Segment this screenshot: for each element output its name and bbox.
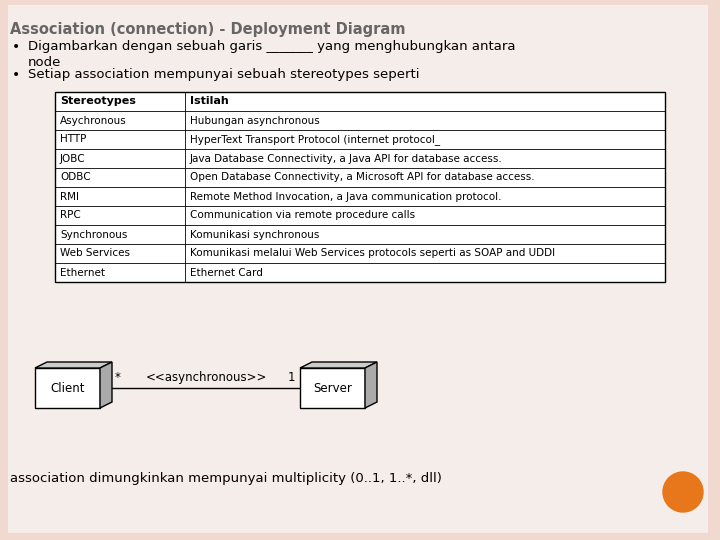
Polygon shape (100, 362, 112, 408)
Polygon shape (365, 362, 377, 408)
Text: Server: Server (313, 381, 352, 395)
Text: Client: Client (50, 381, 85, 395)
Bar (35, 368, 100, 408)
Text: JOBC: JOBC (60, 153, 86, 164)
Text: Java Database Connectivity, a Java API for database access.: Java Database Connectivity, a Java API f… (190, 153, 503, 164)
Text: 1: 1 (287, 371, 295, 384)
Text: Komunikasi synchronous: Komunikasi synchronous (190, 230, 320, 240)
Text: •: • (12, 68, 20, 82)
Text: Remote Method Invocation, a Java communication protocol.: Remote Method Invocation, a Java communi… (190, 192, 502, 201)
Text: Communication via remote procedure calls: Communication via remote procedure calls (190, 211, 415, 220)
Text: ODBC: ODBC (60, 172, 91, 183)
Text: HyperText Transport Protocol (internet protocol_: HyperText Transport Protocol (internet p… (190, 134, 440, 145)
Bar (55, 92, 665, 282)
Text: node: node (28, 56, 61, 69)
Text: HTTP: HTTP (60, 134, 86, 145)
Text: Komunikasi melalui Web Services protocols seperti as SOAP and UDDI: Komunikasi melalui Web Services protocol… (190, 248, 555, 259)
Text: *: * (115, 371, 121, 384)
Bar (300, 368, 365, 408)
Text: Open Database Connectivity, a Microsoft API for database access.: Open Database Connectivity, a Microsoft … (190, 172, 535, 183)
Text: RPC: RPC (60, 211, 81, 220)
Text: Digambarkan dengan sebuah garis _______ yang menghubungkan antara: Digambarkan dengan sebuah garis _______ … (28, 40, 516, 53)
Text: RMI: RMI (60, 192, 79, 201)
Text: Association (connection) - Deployment Diagram: Association (connection) - Deployment Di… (10, 22, 405, 37)
Text: Web Services: Web Services (60, 248, 130, 259)
Text: Ethernet Card: Ethernet Card (190, 267, 263, 278)
Text: Asychronous: Asychronous (60, 116, 127, 125)
Text: <<asynchronous>>: <<asynchronous>> (145, 371, 266, 384)
Text: Stereotypes: Stereotypes (60, 97, 136, 106)
Polygon shape (35, 362, 112, 368)
Text: •: • (12, 40, 20, 54)
Text: Synchronous: Synchronous (60, 230, 127, 240)
Text: Ethernet: Ethernet (60, 267, 105, 278)
Text: association dimungkinkan mempunyai multiplicity (0..1, 1..*, dll): association dimungkinkan mempunyai multi… (10, 472, 442, 485)
Text: Istilah: Istilah (190, 97, 229, 106)
Circle shape (663, 472, 703, 512)
Text: Setiap association mempunyai sebuah stereotypes seperti: Setiap association mempunyai sebuah ster… (28, 68, 420, 81)
Text: Hubungan asynchronous: Hubungan asynchronous (190, 116, 320, 125)
Polygon shape (300, 362, 377, 368)
